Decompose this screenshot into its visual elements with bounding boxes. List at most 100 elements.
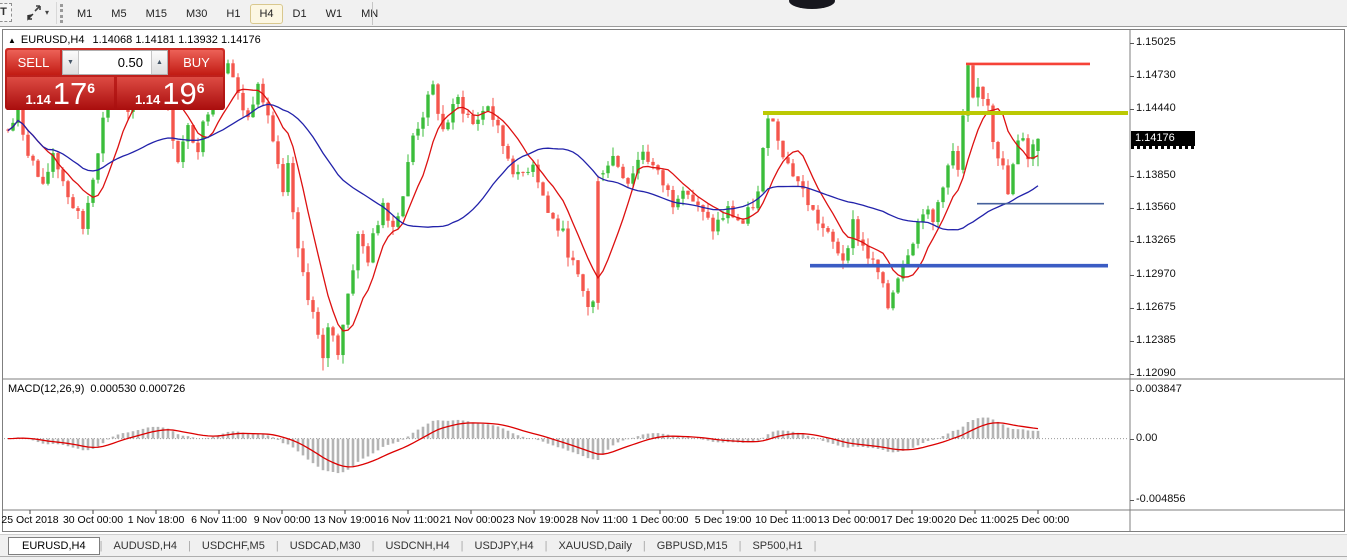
date-axis-label: 6 Nov 11:00 — [191, 514, 247, 526]
price-axis-label: 1.12090 — [1136, 366, 1176, 379]
tab-divider: | — [188, 539, 191, 552]
timeframe-button-h4[interactable]: H4 — [250, 3, 283, 24]
sell-button[interactable]: SELL — [7, 50, 60, 75]
buy-price-prefix: 1.14 — [134, 92, 161, 107]
buy-button[interactable]: BUY — [170, 50, 223, 75]
buy-price-big: 19 — [162, 76, 197, 111]
price-axis-tick — [1130, 76, 1134, 78]
symbol-tab-bar: EURUSD,H4 | AUDUSD,H4 | USDCHF,M5 | USDCAD,M3… — [0, 534, 1347, 556]
current-price-label: 1.14176 — [1131, 130, 1195, 146]
macd-axis-tick — [1130, 389, 1134, 391]
chart-collapse-arrow[interactable]: ▲ — [8, 36, 16, 45]
date-axis-label: 28 Nov 11:00 — [566, 514, 628, 526]
chart-title: ▲ EURUSD,H4 1.14068 1.14181 1.13932 1.1417… — [8, 34, 261, 46]
date-axis-label: 25 Oct 2018 — [1, 514, 59, 526]
date-axis-label: 20 Dec 11:00 — [944, 514, 1006, 526]
price-axis-tick — [1130, 109, 1134, 111]
macd-indicator-label: MACD(12,26,9) 0.000530 0.000726 — [8, 383, 185, 395]
volume-increase-button[interactable]: ▲ — [151, 51, 167, 74]
top-toolbar: T ▾ M1 M5 M15 M30 H1 H4 D1 W1 MN — [0, 0, 1347, 27]
tab-divider: | — [371, 539, 375, 552]
price-axis-label: 1.13265 — [1136, 234, 1176, 247]
timeframe-button-m15[interactable]: M15 — [145, 7, 167, 20]
date-axis-label: 16 Nov 11:00 — [377, 514, 439, 526]
buy-price-pipette: 6 — [196, 80, 205, 96]
date-axis-label: 30 Oct 00:00 — [62, 514, 124, 526]
price-axis-label: 1.14440 — [1136, 102, 1176, 115]
tab-usdjpy-h4[interactable]: USDJPY,H4 — [474, 539, 534, 552]
tab-divider: | — [275, 539, 279, 552]
price-axis-label: 1.12970 — [1136, 267, 1176, 280]
tab-divider: | — [642, 539, 646, 552]
date-axis-label: 13 Dec 00:00 — [817, 514, 881, 526]
sell-price-big: 17 — [52, 76, 88, 111]
ask-price-label-sliver — [1131, 145, 1195, 149]
price-axis-label: 1.13850 — [1136, 168, 1176, 181]
chart-symbol-timeframe: EURUSD,H4 — [20, 34, 85, 46]
one-click-trade-panel: SELL ▼ ▲ BUY 1.14 17 6 1.14 19 6 — [5, 48, 225, 110]
timeframe-button-m5[interactable]: M5 — [111, 7, 127, 20]
toolbar-dropdown-caret[interactable]: ▾ — [45, 8, 50, 17]
price-axis-label: 1.12675 — [1136, 300, 1176, 313]
tab-usdcad-m30[interactable]: USDCAD,M30 — [289, 539, 361, 552]
timeframe-button-row: M1 M5 M15 M30 H1 H4 D1 W1 MN — [68, 2, 387, 25]
price-axis-tick — [1130, 43, 1134, 45]
macd-axis-label: -0.004856 — [1136, 492, 1186, 505]
macd-axis-label: 0.00 — [1136, 431, 1158, 444]
tab-audusd-h4[interactable]: AUDUSD,H4 — [113, 539, 178, 552]
macd-name: MACD(12,26,9) — [8, 383, 85, 395]
timeframe-button-h1[interactable]: H1 — [226, 7, 241, 20]
screen-notch-blob — [789, 0, 835, 9]
date-axis-label: 9 Nov 00:00 — [253, 514, 311, 526]
price-axis-label: 1.14730 — [1136, 69, 1176, 82]
price-axis-tick — [1130, 241, 1134, 243]
macd-axis-tick — [1130, 499, 1134, 501]
window-bottom-edge — [0, 556, 1347, 560]
volume-decrease-button[interactable]: ▼ — [63, 51, 79, 74]
tab-xauusd-daily[interactable]: XAUUSD,Daily — [558, 539, 632, 552]
volume-stepper: ▼ ▲ — [62, 50, 168, 75]
tab-sp500-h1[interactable]: SP500,H1 — [752, 539, 803, 552]
price-axis-label: 1.13560 — [1136, 201, 1176, 214]
date-axis-label: 1 Nov 18:00 — [127, 514, 185, 526]
price-axis-tick — [1130, 307, 1134, 309]
price-axis-label: 1.15025 — [1136, 36, 1176, 49]
date-axis-label: 23 Nov 19:00 — [502, 514, 566, 526]
tab-divider: | — [460, 539, 464, 552]
tab-eurusd-h4-active[interactable]: EURUSD,H4 — [8, 536, 100, 555]
price-axis-tick — [1130, 274, 1134, 276]
price-axis-label: 1.12385 — [1136, 333, 1176, 346]
date-axis-label: 25 Dec 00:00 — [1006, 514, 1070, 526]
toolbar-separator — [372, 2, 373, 25]
chart-ohlc-values: 1.14068 1.14181 1.13932 1.14176 — [92, 34, 261, 46]
timeframe-button-m1[interactable]: M1 — [77, 7, 93, 20]
sell-price-prefix: 1.14 — [25, 92, 51, 107]
tab-gbpusd-m15[interactable]: GBPUSD,M15 — [656, 539, 728, 552]
date-axis-label: 10 Dec 11:00 — [755, 514, 817, 526]
tab-divider: | — [738, 539, 742, 552]
timeframe-button-w1[interactable]: W1 — [325, 7, 343, 20]
price-axis-tick — [1130, 208, 1134, 210]
volume-input[interactable] — [79, 51, 151, 74]
double-arrow-tool-icon[interactable] — [25, 5, 43, 21]
timeframe-button-mn[interactable]: MN — [361, 7, 379, 20]
date-axis-label: 1 Dec 00:00 — [631, 514, 689, 526]
date-axis-label: 13 Nov 19:00 — [313, 514, 377, 526]
price-axis-tick — [1130, 175, 1134, 177]
tab-divider: | — [813, 539, 817, 552]
buy-price-display[interactable]: 1.14 19 6 — [116, 76, 223, 111]
date-axis-label: 21 Nov 00:00 — [439, 514, 503, 526]
text-tool-icon[interactable]: T — [0, 3, 12, 22]
tab-usdcnh-h4[interactable]: USDCNH,H4 — [385, 539, 450, 552]
timeframe-button-m30[interactable]: M30 — [185, 7, 208, 20]
sell-price-display[interactable]: 1.14 17 6 — [7, 77, 114, 110]
tab-divider: | — [544, 539, 548, 552]
timeframe-button-d1[interactable]: D1 — [292, 7, 307, 20]
tab-divider: | — [99, 539, 103, 552]
tab-usdchf-m5[interactable]: USDCHF,M5 — [201, 539, 265, 552]
toolbar-drag-handle[interactable] — [60, 4, 63, 23]
date-axis-label: 17 Dec 19:00 — [880, 514, 944, 526]
macd-axis-tick — [1130, 438, 1134, 440]
price-axis-tick — [1130, 373, 1134, 375]
date-axis-label: 5 Dec 19:00 — [694, 514, 752, 526]
